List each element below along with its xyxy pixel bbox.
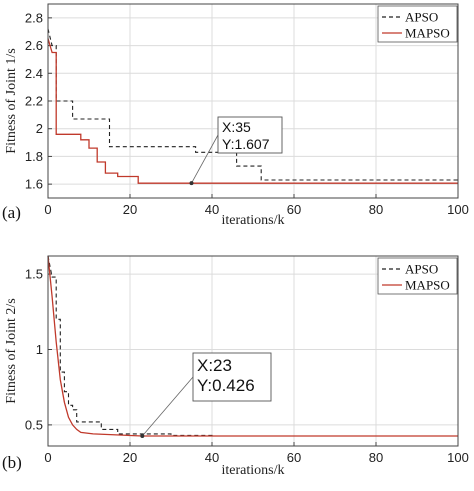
datatip-box-b — [192, 352, 272, 402]
datatip-marker-b — [140, 434, 145, 439]
x-tick-label-b: 40 — [205, 450, 219, 465]
datatip-a: X:35Y:1.607 — [189, 116, 283, 186]
panel-label-a: (a) — [2, 203, 21, 222]
x-tick-label-b: 0 — [44, 450, 51, 465]
series-line-apso-a — [47, 28, 458, 181]
ticks-b: 0 20 40 60 80 100 0.5 1 1.5 — [25, 267, 469, 465]
y-tick-label-b: 0.5 — [25, 417, 43, 432]
legend-box-a — [377, 5, 458, 43]
legend-label-mapso-b: MAPSO — [405, 278, 450, 293]
datatip-connector-a — [191, 134, 219, 184]
y-tick-label-a: 2.4 — [25, 66, 43, 81]
axes-frame-b — [47, 255, 459, 447]
x-tick-label-a: 100 — [447, 202, 469, 217]
series-line-mapso-b — [47, 255, 458, 437]
series-line-apso-b — [47, 255, 458, 437]
x-tick-label-a: 60 — [287, 202, 301, 217]
legend-label-apso-b: APSO — [405, 262, 438, 277]
chart-panel-a: 0 20 40 60 80 100 1.6 1.8 2 2.2 2.4 2.6 2.8 APSOMAPS… — [2, 3, 469, 228]
datatip-connector-b — [141, 376, 194, 437]
x-axis-label-b: iterations/k — [222, 463, 285, 478]
x-tick-label-b: 100 — [447, 450, 469, 465]
datatip-text-b: Y:0.426 — [197, 376, 255, 395]
datatip-marker-a — [189, 181, 194, 186]
axes-frame-a — [47, 3, 459, 199]
datatip-box-a — [217, 116, 283, 154]
y-tick-label-a: 2 — [36, 121, 43, 136]
x-tick-label-a: 40 — [205, 202, 219, 217]
x-tick-label-a: 0 — [44, 202, 51, 217]
x-tick-label-a: 80 — [369, 202, 383, 217]
y-axis-label-b: Fitness of Joint 2/s — [4, 298, 19, 403]
datatip-text-a: Y:1.607 — [222, 136, 270, 152]
y-tick-label-a: 1.6 — [25, 177, 43, 192]
datatip-b: X:23Y:0.426 — [140, 352, 272, 439]
series-b — [47, 255, 458, 437]
x-tick-label-b: 80 — [369, 450, 383, 465]
series-line-mapso-a — [47, 38, 458, 184]
legend-box-b — [377, 257, 458, 295]
legend-label-apso-a: APSO — [405, 10, 438, 25]
legend-label-mapso-a: MAPSO — [405, 26, 450, 41]
y-tick-label-a: 1.8 — [25, 149, 43, 164]
ticks-a: 0 20 40 60 80 100 1.6 1.8 2 2.2 2.4 2.6 2.8 — [25, 10, 469, 217]
x-axis-label-a: iterations/k — [222, 213, 285, 228]
series-a — [47, 28, 458, 184]
datatip-text-b: X:23 — [197, 356, 232, 375]
x-tick-label-b: 20 — [123, 450, 137, 465]
y-tick-label-a: 2.2 — [25, 94, 43, 109]
y-tick-label-b: 1.5 — [25, 267, 43, 282]
datatip-text-a: X:35 — [222, 119, 251, 135]
grid-b — [47, 256, 459, 446]
x-tick-label-a: 20 — [123, 202, 137, 217]
y-tick-label-a: 2.8 — [25, 10, 43, 25]
y-tick-label-a: 2.6 — [25, 38, 43, 53]
panel-label-b: (b) — [2, 453, 22, 472]
y-tick-label-b: 1 — [36, 342, 43, 357]
x-tick-label-b: 60 — [287, 450, 301, 465]
y-axis-label-a: Fitness of Joint 1/s — [4, 48, 19, 153]
